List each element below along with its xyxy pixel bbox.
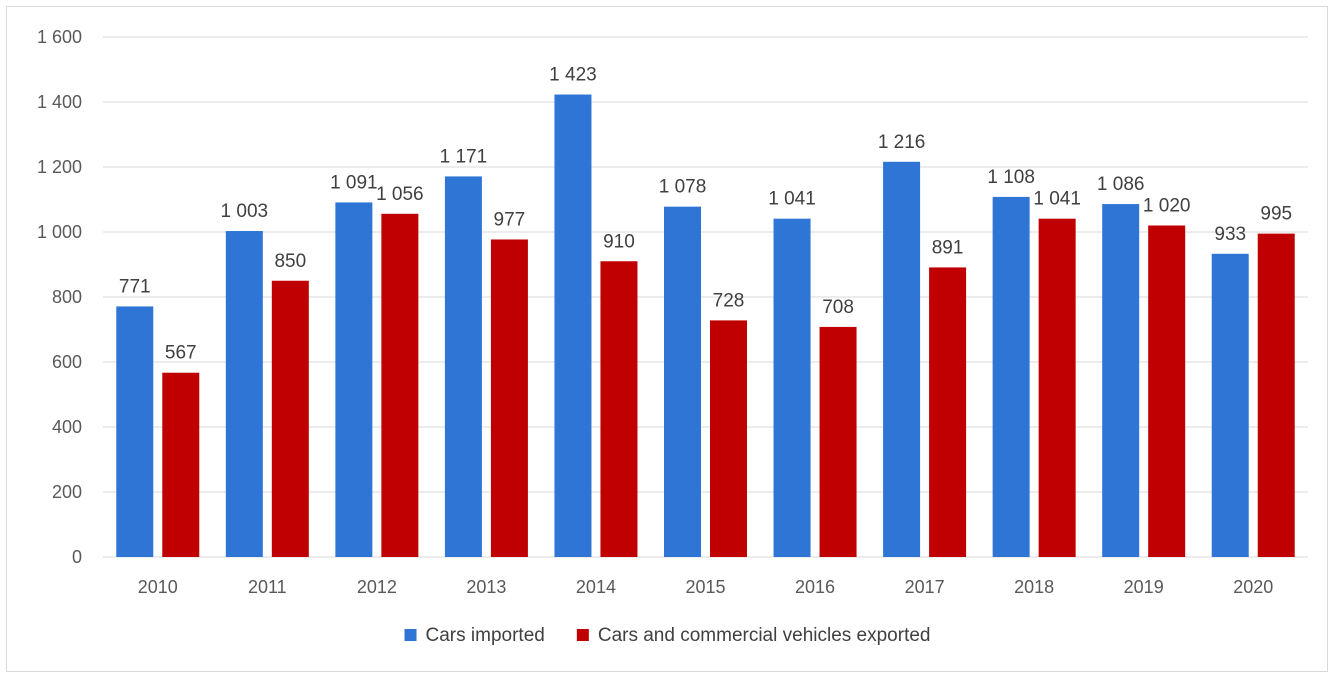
data-label: 891 <box>932 237 964 258</box>
bar-imported <box>992 196 1030 557</box>
bar-exported <box>271 280 309 557</box>
bar-imported <box>444 176 482 558</box>
y-tick-label: 1 600 <box>37 27 82 47</box>
data-label: 567 <box>165 343 197 364</box>
data-label: 995 <box>1260 204 1292 225</box>
y-tick-label: 200 <box>52 482 82 502</box>
x-tick-label: 2017 <box>905 577 945 597</box>
x-tick-label: 2010 <box>138 577 178 597</box>
bar-imported <box>335 202 373 558</box>
data-label: 1 003 <box>221 201 269 222</box>
bar-imported <box>554 94 592 558</box>
y-tick-label: 400 <box>52 417 82 437</box>
y-tick-label: 1 200 <box>37 157 82 177</box>
bar-exported <box>381 213 419 558</box>
x-tick-label: 2019 <box>1124 577 1164 597</box>
bar-exported <box>710 320 747 557</box>
x-tick-label: 2012 <box>357 577 397 597</box>
x-tick-label: 2018 <box>1014 577 1054 597</box>
bar-exported <box>929 267 967 557</box>
legend-label: Cars imported <box>426 625 545 646</box>
legend: Cars imported Cars and commercial vehicle… <box>404 625 931 646</box>
y-tick-label: 800 <box>52 287 82 307</box>
data-label: 977 <box>494 209 526 230</box>
data-label: 1 091 <box>330 172 378 193</box>
bar-imported <box>664 206 701 557</box>
data-label: 933 <box>1214 224 1246 245</box>
bar-imported <box>883 161 921 558</box>
x-tick-label: 2011 <box>248 577 287 597</box>
bar-exported <box>1148 225 1186 557</box>
bars <box>116 94 1295 558</box>
x-tick-label: 2016 <box>795 577 835 597</box>
x-tick-label: 2013 <box>466 577 506 597</box>
bar-exported <box>600 261 638 557</box>
data-label: 728 <box>713 290 745 311</box>
y-tick-label: 1 400 <box>37 92 82 112</box>
bar-exported <box>490 239 528 557</box>
x-tick-label: 2015 <box>685 577 725 597</box>
data-label: 1 041 <box>768 189 816 210</box>
bar-imported <box>1102 204 1140 558</box>
data-label: 1 056 <box>376 184 424 205</box>
y-tick-label: 1 000 <box>37 222 82 242</box>
bar-imported <box>773 218 811 558</box>
data-label: 1 171 <box>440 146 488 167</box>
data-label: 1 078 <box>659 177 707 198</box>
data-label: 1 216 <box>878 132 926 153</box>
legend-swatch <box>576 629 589 641</box>
bar-exported <box>1038 218 1076 558</box>
data-label: 1 108 <box>987 167 1035 188</box>
data-label: 1 086 <box>1097 174 1145 195</box>
data-label: 708 <box>822 297 854 318</box>
legend-swatch <box>404 629 417 641</box>
x-tick-label: 2020 <box>1233 577 1273 597</box>
y-axis-ticks: 0 200 400 600 800 1 000 1 200 1 400 1 600 <box>37 27 82 567</box>
data-label: 1 423 <box>549 65 597 86</box>
x-axis-ticks: 2010 2011 2012 2013 2014 2015 2016 2017 2018 2019… <box>138 577 1274 597</box>
bar-imported <box>116 306 154 557</box>
data-label: 1 020 <box>1143 196 1191 217</box>
bar-exported <box>162 372 200 557</box>
data-label: 1 041 <box>1033 189 1081 210</box>
legend-label: Cars and commercial vehicles exported <box>598 625 931 646</box>
y-tick-label: 0 <box>72 547 82 567</box>
bar-exported <box>819 326 857 557</box>
bar-exported <box>1257 233 1295 557</box>
bar-imported <box>1211 253 1249 557</box>
bar-imported <box>225 231 263 557</box>
data-label: 771 <box>119 276 151 297</box>
data-label: 850 <box>274 251 306 272</box>
data-label: 910 <box>603 231 635 252</box>
x-tick-label: 2014 <box>576 577 616 597</box>
y-tick-label: 600 <box>52 352 82 372</box>
